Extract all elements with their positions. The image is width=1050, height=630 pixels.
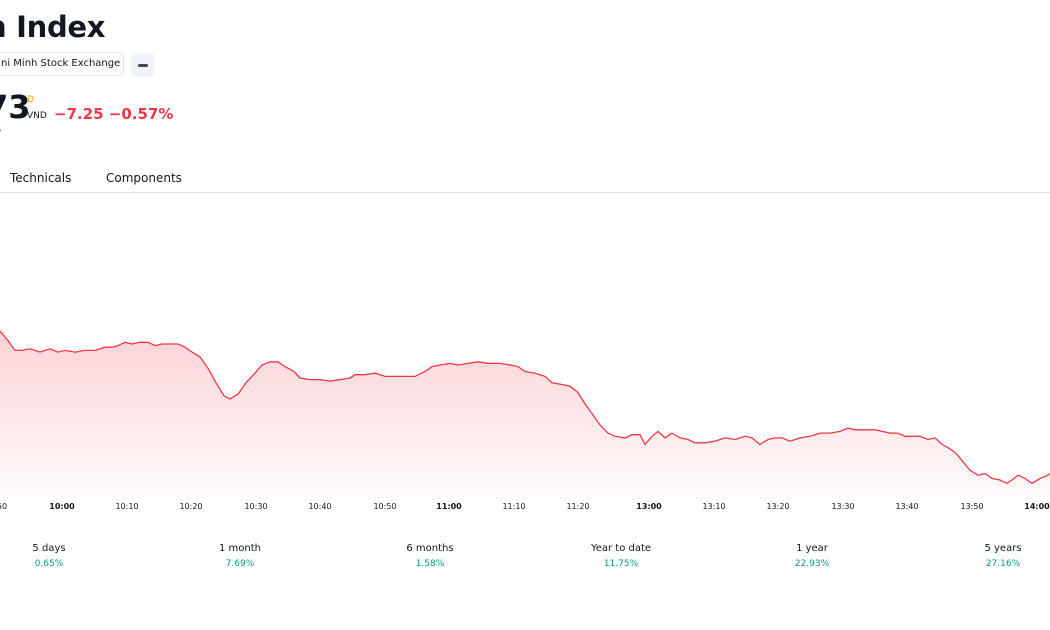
more-button[interactable]	[131, 53, 155, 77]
performance-period-label: 5 years	[984, 543, 1022, 554]
last-price: 73	[0, 88, 31, 126]
performance-item[interactable]: 6 months 1.58%	[406, 543, 453, 569]
performance-change-value: 0.65%	[34, 559, 64, 569]
x-tick-label: 10:00	[49, 502, 75, 511]
x-tick-label: 11:20	[566, 502, 589, 511]
x-tick-label: 14:00	[1024, 502, 1050, 511]
x-tick-label: 10:50	[373, 502, 396, 511]
x-tick-label: 13:00	[636, 502, 662, 511]
price-line	[0, 330, 1050, 485]
x-tick-label: 10:10	[115, 502, 138, 511]
performance-change-value: 7.69%	[225, 559, 255, 569]
x-tick-label: 10:30	[244, 502, 267, 511]
performance-change-value: 1.58%	[415, 559, 445, 569]
x-tick-label: 50	[0, 502, 7, 511]
minus-icon	[138, 64, 148, 67]
x-tick-label: 11:10	[502, 502, 525, 511]
performance-item[interactable]: Year to date 11.75%	[591, 543, 651, 569]
tab-components[interactable]: Components	[106, 171, 182, 185]
tab-technicals[interactable]: Technicals	[10, 171, 72, 185]
performance-period-label: 1 month	[219, 543, 261, 554]
price-chart[interactable]: 50 10:00 10:10 10:20 10:30 10:40 10:50 11:00 11:…	[0, 195, 1050, 520]
x-tick-label: 13:40	[895, 502, 918, 511]
performance-change-value: 11.75%	[603, 559, 639, 569]
market-status-badge: D	[27, 95, 34, 105]
performance-period-label: 6 months	[406, 543, 454, 554]
page-title: n Index	[0, 10, 106, 44]
currency-label: VND	[27, 111, 47, 121]
price-area	[0, 331, 1050, 495]
x-tick-label: 10:40	[308, 502, 331, 511]
exchange-button[interactable]: ni Minh Stock Exchange	[0, 52, 124, 76]
performance-item[interactable]: 5 days 0.65%	[32, 543, 65, 569]
performance-period-label: 5 days	[32, 543, 66, 554]
tab-divider	[0, 192, 1050, 193]
x-tick-label: 10:20	[179, 502, 202, 511]
price-change: −7.25 −0.57%	[54, 105, 174, 123]
x-tick-label: 13:30	[831, 502, 854, 511]
x-tick-label: 11:00	[436, 502, 462, 511]
performance-item[interactable]: 5 years 27.16%	[984, 543, 1021, 569]
performance-item[interactable]: 1 month 7.69%	[219, 543, 261, 569]
x-tick-label: 13:10	[702, 502, 725, 511]
price-subline: 7	[0, 129, 2, 139]
x-tick-label: 13:50	[960, 502, 983, 511]
performance-period-label: Year to date	[590, 543, 652, 554]
performance-period-label: 1 year	[796, 543, 828, 554]
performance-item[interactable]: 1 year 22.93%	[795, 543, 829, 569]
performance-change-value: 27.16%	[985, 559, 1021, 569]
performance-change-value: 22.93%	[794, 559, 830, 569]
x-tick-label: 13:20	[766, 502, 789, 511]
